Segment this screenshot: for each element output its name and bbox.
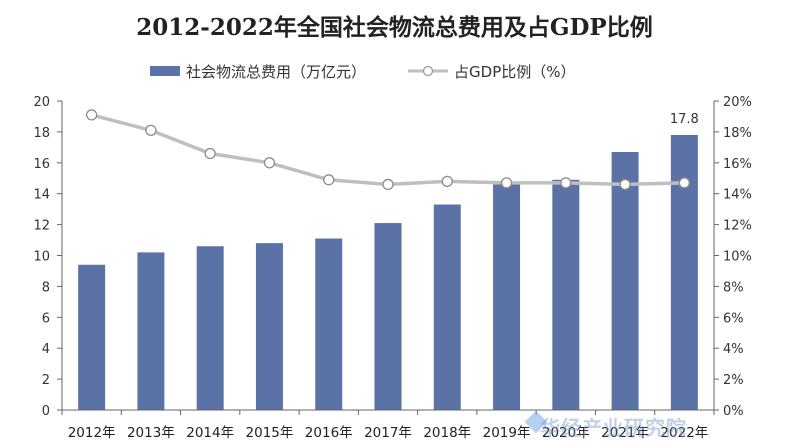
y-right-tick-label: 8% xyxy=(723,280,744,295)
x-tick-label: 2019年 xyxy=(483,425,531,440)
bar xyxy=(611,151,639,411)
y-left-tick-label: 20 xyxy=(33,95,50,110)
x-tick-label: 2017年 xyxy=(364,425,412,440)
bar xyxy=(374,223,402,410)
x-tick-label: 2022年 xyxy=(660,425,708,440)
line-point xyxy=(678,177,691,189)
y-left-tick-label: 0 xyxy=(42,404,50,419)
line-point xyxy=(263,157,276,169)
y-right-tick-label: 2% xyxy=(723,373,744,388)
bar xyxy=(670,134,698,411)
x-tick-label: 2021年 xyxy=(601,425,649,440)
line-point xyxy=(323,174,335,186)
line-point xyxy=(145,124,157,137)
y-right-tick-label: 10% xyxy=(723,250,752,265)
x-tick-label: 2016年 xyxy=(305,425,353,440)
y-left-tick-label: 14 xyxy=(33,188,50,203)
data-label: 17.8 xyxy=(670,112,699,127)
bar xyxy=(315,238,343,410)
y-right-tick-label: 6% xyxy=(723,311,744,326)
line-point xyxy=(500,177,513,189)
x-tick-label: 2013年 xyxy=(127,425,175,440)
bar xyxy=(137,252,165,410)
x-tick-label: 2014年 xyxy=(186,425,234,440)
legend-swatch-bar xyxy=(150,66,180,76)
line-point xyxy=(441,175,453,187)
x-tick-label: 2015年 xyxy=(246,425,294,440)
y-right-tick-label: 0% xyxy=(723,404,744,419)
y-left-tick-label: 6 xyxy=(42,311,50,326)
y-right-tick-label: 16% xyxy=(723,157,752,172)
y-left-tick-label: 10 xyxy=(33,250,50,265)
series-line xyxy=(91,113,685,187)
y-right-tick-label: 4% xyxy=(723,342,744,357)
line-point xyxy=(204,147,216,160)
y-right-tick-label: 12% xyxy=(723,219,752,234)
y-right-tick-label: 14% xyxy=(723,188,752,203)
legend-label-line: 占GDP比例（%） xyxy=(454,62,576,81)
legend-label-bar: 社会物流总费用（万亿元） xyxy=(186,62,367,81)
legend-item-bar: 社会物流总费用（万亿元） xyxy=(150,61,366,82)
bar xyxy=(552,179,580,410)
line-point xyxy=(382,178,394,191)
bar xyxy=(255,243,283,410)
y-right-tick-label: 20% xyxy=(723,95,752,110)
y-right-tick-label: 18% xyxy=(723,126,752,141)
x-tick-label: 2018年 xyxy=(423,425,471,440)
line-point xyxy=(560,177,572,189)
legend-item-line: 占GDP比例（%） xyxy=(408,61,576,82)
legend-swatch-line xyxy=(408,65,449,77)
chart-title: 2012-2022年全国社会物流总费用及占GDP比例 xyxy=(136,14,653,41)
y-left-tick-label: 16 xyxy=(33,157,50,172)
bar xyxy=(493,184,521,410)
y-left-tick-label: 4 xyxy=(42,342,50,357)
bar xyxy=(196,246,224,410)
legend: 社会物流总费用（万亿元） 占GDP比例（%） xyxy=(150,60,618,82)
y-left-tick-label: 12 xyxy=(33,219,50,234)
bar xyxy=(78,264,106,410)
bar xyxy=(433,204,461,410)
line-point xyxy=(85,109,98,121)
y-left-tick-label: 2 xyxy=(42,373,50,388)
x-tick-label: 2020年 xyxy=(542,425,590,440)
line-point xyxy=(619,178,631,191)
y-left-tick-label: 8 xyxy=(42,280,50,295)
x-tick-label: 2012年 xyxy=(68,425,116,440)
y-left-tick-label: 18 xyxy=(33,126,50,141)
watermark: 华经产业研究院 xyxy=(540,416,687,440)
